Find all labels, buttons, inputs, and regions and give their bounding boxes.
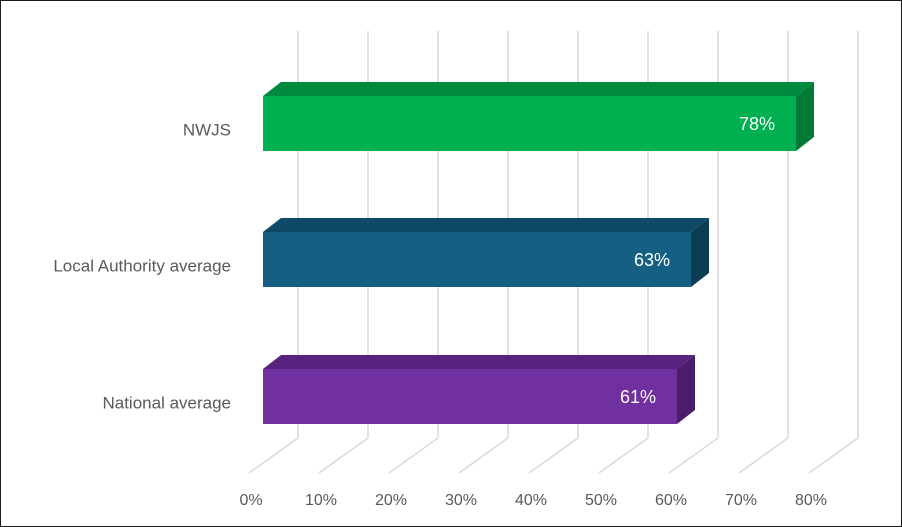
bar-top-0 [263,82,814,96]
x-tick-label-0: 0% [239,492,262,509]
bar-2 [263,369,677,424]
gridline-floor-2 [388,437,439,474]
bar-0 [263,96,796,151]
x-tick-label-5: 50% [585,492,617,509]
gridline-floor-4 [528,437,579,474]
gridline-floor-5 [598,437,649,474]
x-tick-label-1: 10% [305,492,337,509]
bar-side-0 [796,82,814,151]
bar-top-2 [263,355,695,369]
gridline-floor-1 [318,437,369,474]
category-label-1: Local Authority average [53,257,231,276]
data-label-1: 63% [634,250,670,270]
x-tick-label-3: 30% [445,492,477,509]
x-tick-label-8: 80% [795,492,827,509]
x-tick-label-7: 70% [725,492,757,509]
bar-1 [263,232,691,287]
bar-side-1 [691,218,709,287]
data-label-2: 61% [620,387,656,407]
gridline-floor-6 [668,437,719,474]
x-tick-label-6: 60% [655,492,687,509]
bar-side-2 [677,355,695,424]
gridline-floor-8 [808,437,859,474]
data-label-0: 78% [739,114,775,134]
gridline-floor-0 [248,437,299,474]
x-tick-label-4: 40% [515,492,547,509]
gridline-floor-7 [738,437,789,474]
x-tick-label-2: 20% [375,492,407,509]
category-label-2: National average [102,394,231,413]
bar-top-1 [263,218,709,232]
category-label-0: NWJS [183,121,231,140]
gridline-floor-3 [458,437,509,474]
